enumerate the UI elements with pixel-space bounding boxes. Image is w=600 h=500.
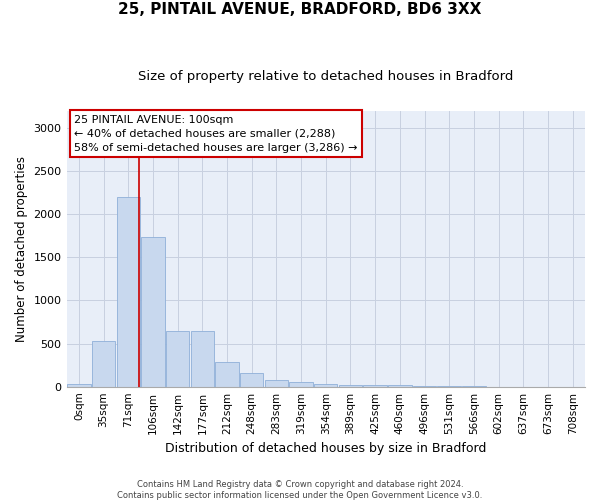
- Text: 25, PINTAIL AVENUE, BRADFORD, BD6 3XX: 25, PINTAIL AVENUE, BRADFORD, BD6 3XX: [118, 2, 482, 18]
- Text: Contains HM Land Registry data © Crown copyright and database right 2024.
Contai: Contains HM Land Registry data © Crown c…: [118, 480, 482, 500]
- Bar: [67, 384, 91, 386]
- Bar: [141, 238, 164, 386]
- Title: Size of property relative to detached houses in Bradford: Size of property relative to detached ho…: [138, 70, 514, 83]
- Bar: [215, 362, 239, 386]
- Bar: [364, 385, 387, 386]
- Bar: [191, 332, 214, 386]
- Bar: [116, 197, 140, 386]
- Bar: [388, 385, 412, 386]
- Text: 25 PINTAIL AVENUE: 100sqm
← 40% of detached houses are smaller (2,288)
58% of se: 25 PINTAIL AVENUE: 100sqm ← 40% of detac…: [74, 114, 358, 152]
- Bar: [166, 332, 190, 386]
- Bar: [339, 384, 362, 386]
- Bar: [240, 374, 263, 386]
- Y-axis label: Number of detached properties: Number of detached properties: [15, 156, 28, 342]
- Bar: [314, 384, 337, 386]
- Bar: [92, 342, 115, 386]
- Bar: [289, 382, 313, 386]
- Bar: [265, 380, 288, 386]
- X-axis label: Distribution of detached houses by size in Bradford: Distribution of detached houses by size …: [165, 442, 487, 455]
